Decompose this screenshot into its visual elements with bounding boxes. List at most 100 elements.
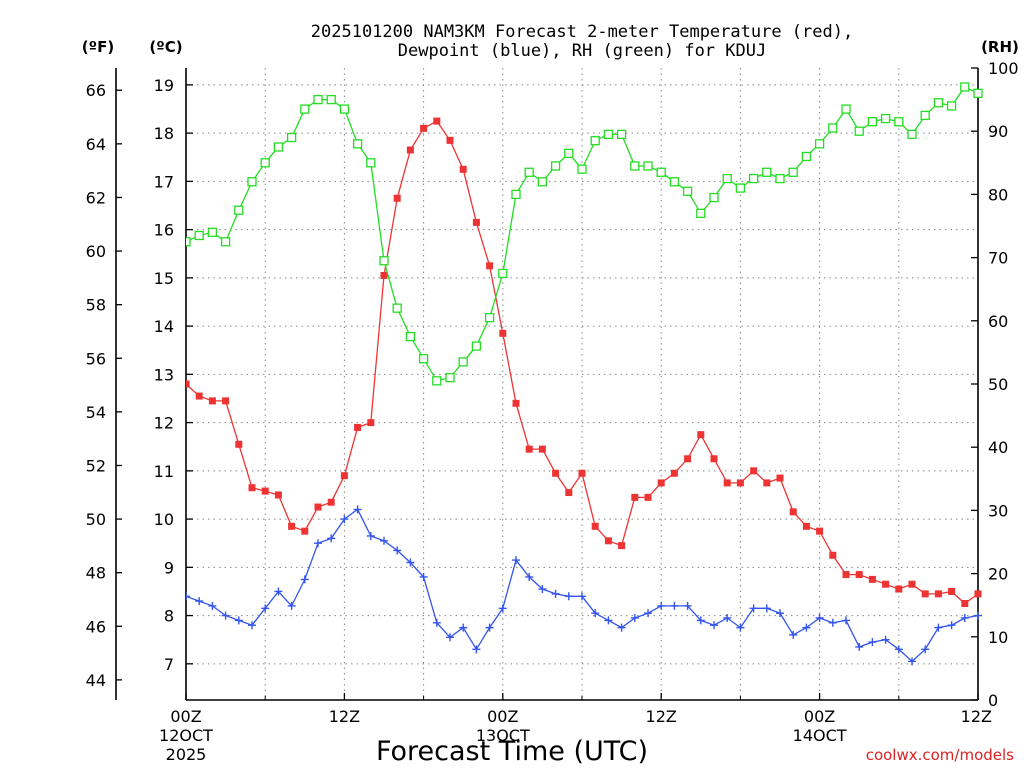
data-point bbox=[419, 572, 428, 581]
data-point bbox=[947, 621, 956, 630]
data-point bbox=[842, 616, 850, 625]
data-point bbox=[445, 373, 455, 383]
data-point bbox=[656, 167, 666, 177]
data-point bbox=[723, 479, 731, 487]
data-point bbox=[961, 600, 969, 608]
time-tick-label: 12Z bbox=[961, 707, 992, 726]
data-point bbox=[710, 621, 718, 630]
data-point bbox=[512, 399, 520, 407]
data-point bbox=[762, 604, 771, 613]
data-point bbox=[300, 575, 309, 584]
data-point bbox=[789, 630, 798, 639]
time-tick-label: 00Z bbox=[487, 707, 518, 726]
data-point bbox=[603, 129, 614, 140]
data-point bbox=[895, 585, 903, 593]
data-point bbox=[433, 117, 441, 125]
fahrenheit-tick-label: 56 bbox=[86, 349, 106, 368]
data-point bbox=[644, 493, 652, 501]
data-point bbox=[788, 167, 798, 177]
data-point bbox=[697, 431, 705, 439]
time-tick-date-label: 12OCT bbox=[159, 726, 213, 745]
data-point bbox=[723, 613, 732, 622]
data-point bbox=[880, 113, 891, 124]
data-point bbox=[933, 98, 944, 108]
data-point bbox=[537, 177, 548, 187]
celsius-tick-label: 9 bbox=[164, 558, 174, 577]
data-point bbox=[499, 329, 507, 337]
time-tick-label: 12Z bbox=[329, 707, 360, 726]
celsius-tick-label: 7 bbox=[164, 655, 174, 674]
data-point bbox=[736, 623, 745, 632]
data-point bbox=[802, 623, 811, 632]
data-point bbox=[921, 645, 930, 654]
data-point bbox=[578, 469, 586, 477]
data-point bbox=[868, 638, 877, 647]
fahrenheit-tick-label: 44 bbox=[86, 671, 106, 690]
rh-tick-label: 100 bbox=[988, 59, 1019, 78]
data-point bbox=[657, 601, 666, 610]
data-point bbox=[565, 489, 573, 497]
data-point bbox=[446, 136, 454, 144]
rh-tick-label: 20 bbox=[988, 565, 1008, 584]
data-point bbox=[960, 82, 970, 92]
data-point bbox=[472, 645, 481, 654]
data-point bbox=[380, 271, 388, 279]
data-point bbox=[340, 472, 348, 480]
data-point bbox=[459, 623, 468, 632]
data-point bbox=[525, 572, 534, 581]
data-point bbox=[816, 527, 824, 535]
data-point bbox=[274, 491, 282, 499]
series-2-meter-temperature bbox=[186, 117, 982, 608]
data-point bbox=[750, 467, 758, 475]
watermark: coolwx.com/models bbox=[866, 746, 1014, 764]
data-point bbox=[829, 551, 837, 559]
fahrenheit-tick-label: 64 bbox=[86, 135, 106, 154]
data-point bbox=[973, 88, 983, 98]
x-axis-title: Forecast Time (UTC) bbox=[376, 736, 648, 767]
data-point bbox=[314, 503, 322, 511]
data-point bbox=[736, 479, 744, 487]
data-point bbox=[577, 164, 587, 174]
rh-tick-label: 40 bbox=[988, 438, 1008, 457]
data-point bbox=[894, 645, 903, 654]
data-point bbox=[564, 592, 573, 601]
data-point bbox=[631, 493, 639, 501]
data-point bbox=[484, 312, 495, 323]
data-point bbox=[220, 237, 231, 247]
data-point bbox=[644, 609, 652, 618]
data-point bbox=[288, 522, 296, 530]
time-tick-label: 00Z bbox=[804, 707, 835, 726]
rh-tick-label: 90 bbox=[988, 122, 1008, 141]
data-point bbox=[538, 585, 547, 594]
data-point bbox=[459, 165, 467, 173]
data-point bbox=[657, 479, 665, 487]
data-point bbox=[392, 303, 402, 313]
data-point bbox=[908, 657, 916, 666]
data-point bbox=[722, 173, 732, 184]
celsius-tick-label: 13 bbox=[154, 365, 174, 384]
data-point bbox=[815, 613, 824, 622]
data-point bbox=[682, 186, 693, 196]
celsius-tick-label: 8 bbox=[164, 607, 174, 626]
data-point bbox=[194, 230, 204, 241]
data-point bbox=[538, 445, 546, 453]
data-point bbox=[247, 177, 257, 187]
data-point bbox=[748, 173, 759, 184]
data-point bbox=[828, 618, 837, 627]
data-point bbox=[684, 455, 692, 463]
data-point bbox=[828, 123, 838, 133]
data-point bbox=[578, 592, 586, 601]
data-point bbox=[221, 611, 230, 620]
data-point bbox=[208, 397, 216, 405]
rh-tick-label: 10 bbox=[988, 628, 1008, 647]
celsius-tick-label: 17 bbox=[154, 172, 174, 191]
data-point bbox=[406, 558, 415, 567]
data-point bbox=[669, 177, 680, 187]
data-point bbox=[287, 601, 296, 610]
data-point bbox=[735, 183, 746, 193]
rh-unit-label: (RH) bbox=[981, 38, 1019, 56]
data-point bbox=[604, 537, 612, 545]
data-point bbox=[802, 522, 810, 530]
data-point bbox=[260, 158, 270, 168]
celsius-tick-label: 11 bbox=[154, 462, 174, 481]
